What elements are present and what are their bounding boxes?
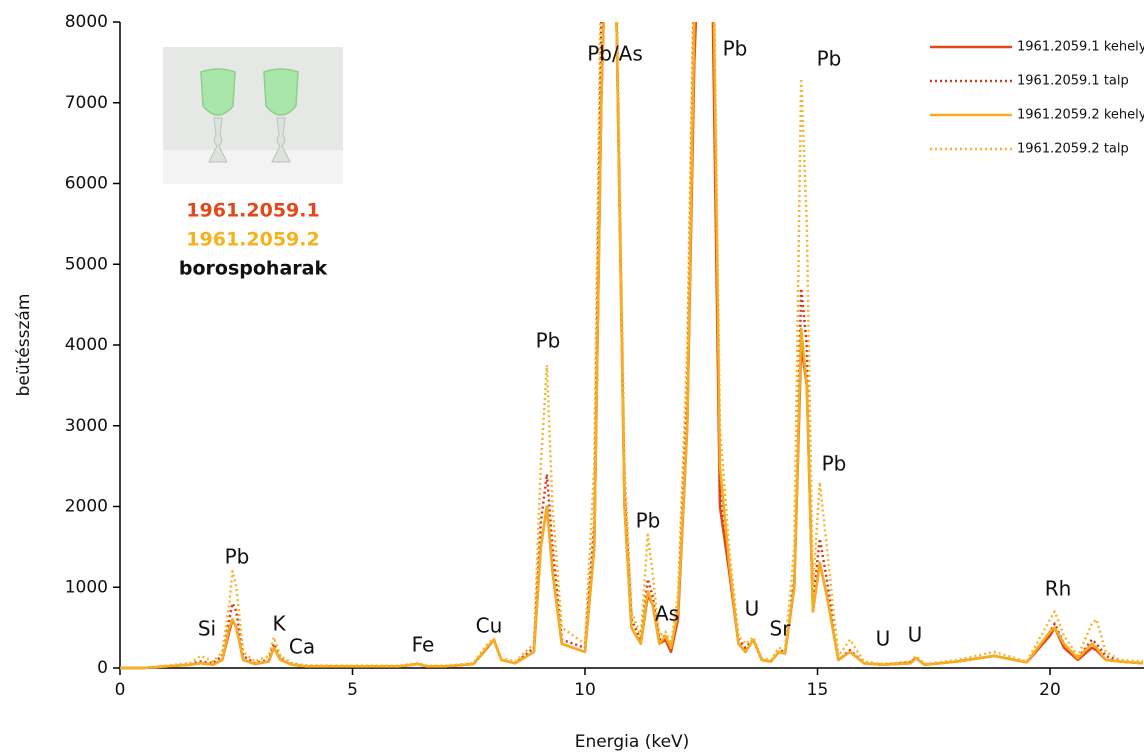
y-tick-label: 6000	[65, 174, 108, 194]
y-tick-label: 0	[97, 658, 108, 678]
y-tick-label: 8000	[65, 12, 108, 32]
peak-label: Si	[198, 617, 216, 641]
peak-label: U	[876, 627, 891, 651]
legend-label: 1961.2059.2 talp	[1017, 142, 1129, 157]
peak-label: Pb	[536, 329, 561, 353]
peak-label: Pb/As	[587, 42, 643, 66]
y-tick-label: 7000	[65, 93, 108, 113]
x-tick-label: 0	[115, 680, 126, 700]
inset-label: 1961.2059.1	[186, 200, 319, 222]
legend-label: 1961.2059.1 kehely	[1017, 40, 1144, 55]
x-axis-label: Energia (keV)	[575, 732, 690, 752]
legend-label: 1961.2059.1 talp	[1017, 74, 1129, 89]
y-tick-label: 2000	[65, 497, 108, 517]
y-axis-label: beütésszám	[14, 294, 34, 397]
peak-label: Pb	[817, 47, 842, 71]
peak-label: As	[655, 602, 679, 626]
inset-photo	[163, 47, 343, 184]
peak-label: Fe	[412, 633, 435, 657]
x-tick-label: 20	[1039, 680, 1061, 700]
peak-label: U	[908, 623, 923, 647]
peak-label: U	[745, 597, 760, 621]
series-line	[120, 22, 1144, 670]
y-tick-label: 4000	[65, 335, 108, 355]
y-tick-label: 1000	[65, 577, 108, 597]
x-tick-label: 15	[807, 680, 829, 700]
series-line	[120, 22, 1144, 670]
plot-area	[120, 22, 1144, 670]
peak-label: Pb	[225, 545, 250, 569]
x-tick-label: 5	[347, 680, 358, 700]
legend-label: 1961.2059.2 kehely	[1017, 108, 1144, 123]
y-tick-label: 5000	[65, 254, 108, 274]
peak-label: Rh	[1045, 577, 1072, 601]
x-tick-label: 10	[574, 680, 596, 700]
peak-label: Pb	[822, 452, 847, 476]
peak-label: Pb	[636, 509, 661, 533]
series-line	[120, 22, 1144, 670]
inset-label: 1961.2059.2	[186, 229, 319, 251]
peak-label: Ca	[289, 635, 315, 659]
peak-label: Cu	[476, 614, 503, 638]
peak-label: Sr	[770, 617, 792, 641]
inset-label: borospoharak	[179, 258, 328, 280]
y-tick-label: 3000	[65, 416, 108, 436]
peak-label: Pb	[723, 37, 748, 61]
peak-label: K	[272, 612, 286, 636]
